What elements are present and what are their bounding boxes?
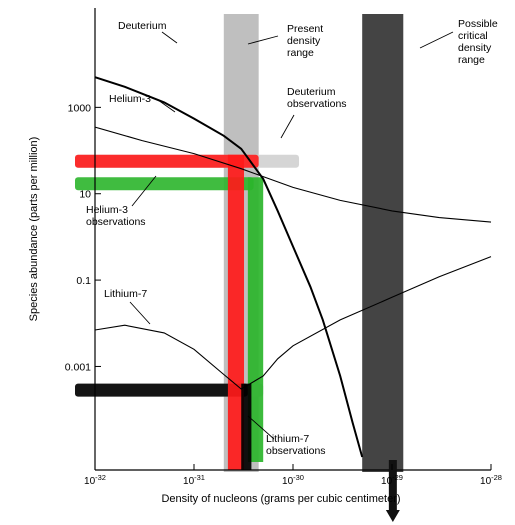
y-axis-label: Species abundance (parts per million) [28,137,40,322]
observations-layer [75,154,300,470]
annotation-leader-line [129,301,151,325]
marker-layer [385,460,400,522]
series-line-lithium-7 [94,256,492,390]
observation-band-helium-3-observations-2 [75,177,254,191]
x-tick-label: 10-29 [381,473,403,487]
annotation-possible-critical-density-range: Possible critical density range [458,18,498,66]
annotation-deuterium-observations: Deuterium observations [287,86,347,110]
curves-layer [94,76,492,458]
annotation-lithium-7: Lithium-7 [104,288,147,300]
critical-density-arrow [385,460,400,522]
ticks-layer: 10-32 10-31 10-30 10-29 10-28 Density of nucl… [28,106,502,505]
lithium-7-observation-vertical [241,383,252,470]
annotation-helium-3-observations: Helium-3 observations [86,204,146,228]
annotation-0-001: 0.001 [65,361,91,373]
annotation-leader-line [157,99,176,113]
x-tick-label: 10-32 [84,473,106,487]
annotation-0-1: 0.1 [76,275,91,287]
annotation-leader-line [247,415,275,440]
axes-layer [94,8,491,471]
observation-band-deuterium-observations-1 [75,154,259,168]
series-line-deuterium [94,76,364,458]
annotation-deuterium: Deuterium [118,20,167,32]
observation-band-lithium-7-observations-4 [75,383,248,397]
series-line-helium-3 [94,126,492,223]
helium-3-observation-vertical [247,177,264,462]
x-tick-label: 10-30 [282,473,304,487]
annotation-present-density-range: Present density range [287,23,323,59]
x-axis-label: Density of nucleons (grams per cubic cen… [161,493,400,505]
deuterium-observation-vertical [227,154,245,470]
annotation-leader-line [247,35,279,45]
annotation-leader-line [131,175,157,207]
annotation-10: 10 [79,189,91,201]
x-tick-label: 10-31 [183,473,205,487]
annotation-leader-line [280,114,295,139]
annotation-leader-line [161,31,178,44]
x-tick-label: 10-28 [480,473,502,487]
annotation-lithium-7-observations: Lithium-7 observations [266,433,326,457]
annotation-1000: 1000 [68,102,92,114]
annotation-helium-3: Helium-3 [109,93,151,105]
band-possible-critical-density-range [362,14,404,472]
annotation-layer: Deuterium Helium-3 Helium-3 observations Lit… [65,18,498,457]
annotation-leader-line [419,31,454,49]
